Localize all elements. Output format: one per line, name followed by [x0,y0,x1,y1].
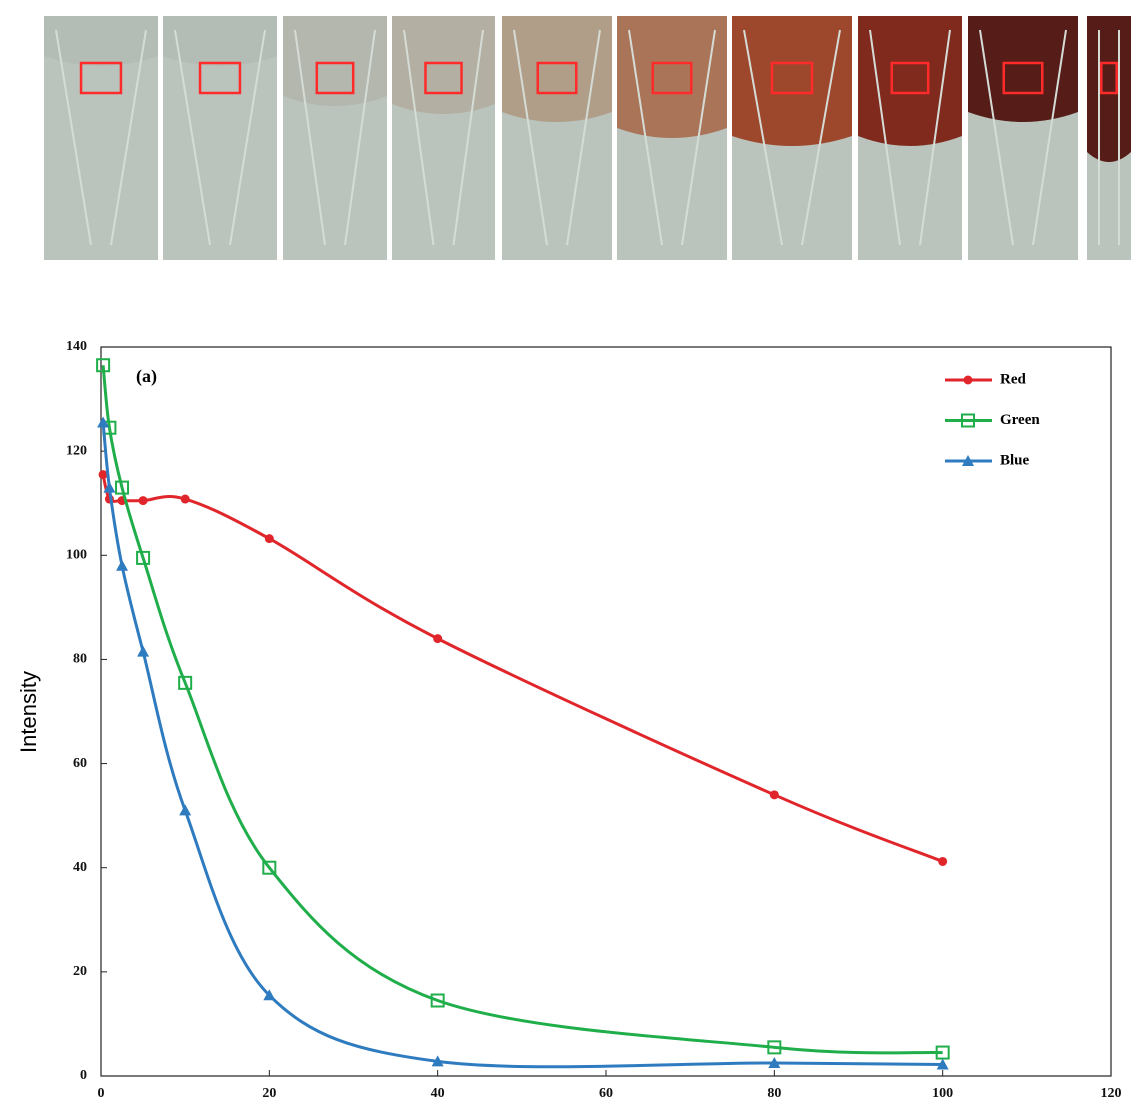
tube-liquid [858,16,962,146]
annotation: (a) [136,366,157,387]
y-tick-label: 140 [66,339,87,354]
tube-liquid [502,16,612,122]
legend-label: Red [1000,371,1026,387]
marker [768,1056,781,1068]
marker [769,790,779,800]
tube-liquid [283,16,387,106]
marker [138,496,148,506]
y-tick-label: 100 [66,548,87,563]
tube-liquid [392,16,495,114]
tube-liquid [968,16,1078,122]
y-tick-label: 0 [80,1068,87,1083]
marker [264,534,274,544]
roi-box [536,61,578,95]
marker [103,481,116,493]
marker [963,375,973,385]
series-line [101,365,943,1055]
x-tick-label: 120 [1101,1086,1122,1101]
roi-box [1100,61,1118,95]
marker [263,989,276,1001]
legend-label: Green [1000,412,1040,428]
x-tick-label: 20 [262,1086,276,1101]
x-tick-label: 80 [767,1086,781,1101]
marker [116,559,129,571]
tube-liquid [732,16,852,146]
series-line [101,474,944,863]
tube-outline [869,29,951,246]
tube-liquid [44,16,158,66]
roi-box [315,61,355,95]
marker [97,416,110,428]
tube-liquid [163,16,277,66]
tube-outline [979,29,1067,246]
marker [137,645,150,657]
tube-outline [1098,30,1120,245]
y-tick-label: 120 [66,443,87,458]
roi-box [1002,61,1044,95]
y-tick-label: 60 [73,756,87,771]
marker [430,993,445,1008]
marker [938,856,948,866]
tube-outline [513,29,601,246]
y-tick-label: 40 [73,860,87,875]
roi-box [770,61,814,95]
x-tick-label: 60 [599,1086,613,1101]
marker [767,1040,782,1055]
y-tick-label: 80 [73,652,87,667]
marker [179,804,192,816]
roi-box [198,61,242,95]
plot-frame [100,346,1112,1077]
x-tick-label: 100 [932,1086,953,1101]
marker [262,860,277,875]
legend-label: Blue [1000,452,1030,468]
marker [96,358,111,373]
marker [962,455,974,466]
marker [136,550,151,565]
tube-outline [743,29,841,246]
x-tick-label: 40 [431,1086,445,1101]
roi-box [79,61,123,95]
tube-outline [174,29,266,246]
tube-photos [44,16,1131,260]
marker [936,1058,949,1070]
tube-outline [294,29,376,246]
marker [431,1055,444,1067]
roi-box [890,61,930,95]
series-line [101,422,943,1069]
tube-liquid [617,16,727,138]
tube-outline [628,29,716,246]
x-tick-label: 0 [98,1086,105,1101]
tube-liquid [1087,16,1131,162]
marker [115,480,130,495]
marker [98,470,108,480]
marker [433,634,443,644]
y-tick-label: 20 [73,964,87,979]
marker [178,675,193,690]
tube-outline [55,29,147,246]
y-axis-label: Intensity [16,671,41,753]
marker [180,494,190,504]
roi-box [651,61,693,95]
marker [961,413,975,428]
roi-box [424,61,463,95]
tube-outline [403,29,484,246]
